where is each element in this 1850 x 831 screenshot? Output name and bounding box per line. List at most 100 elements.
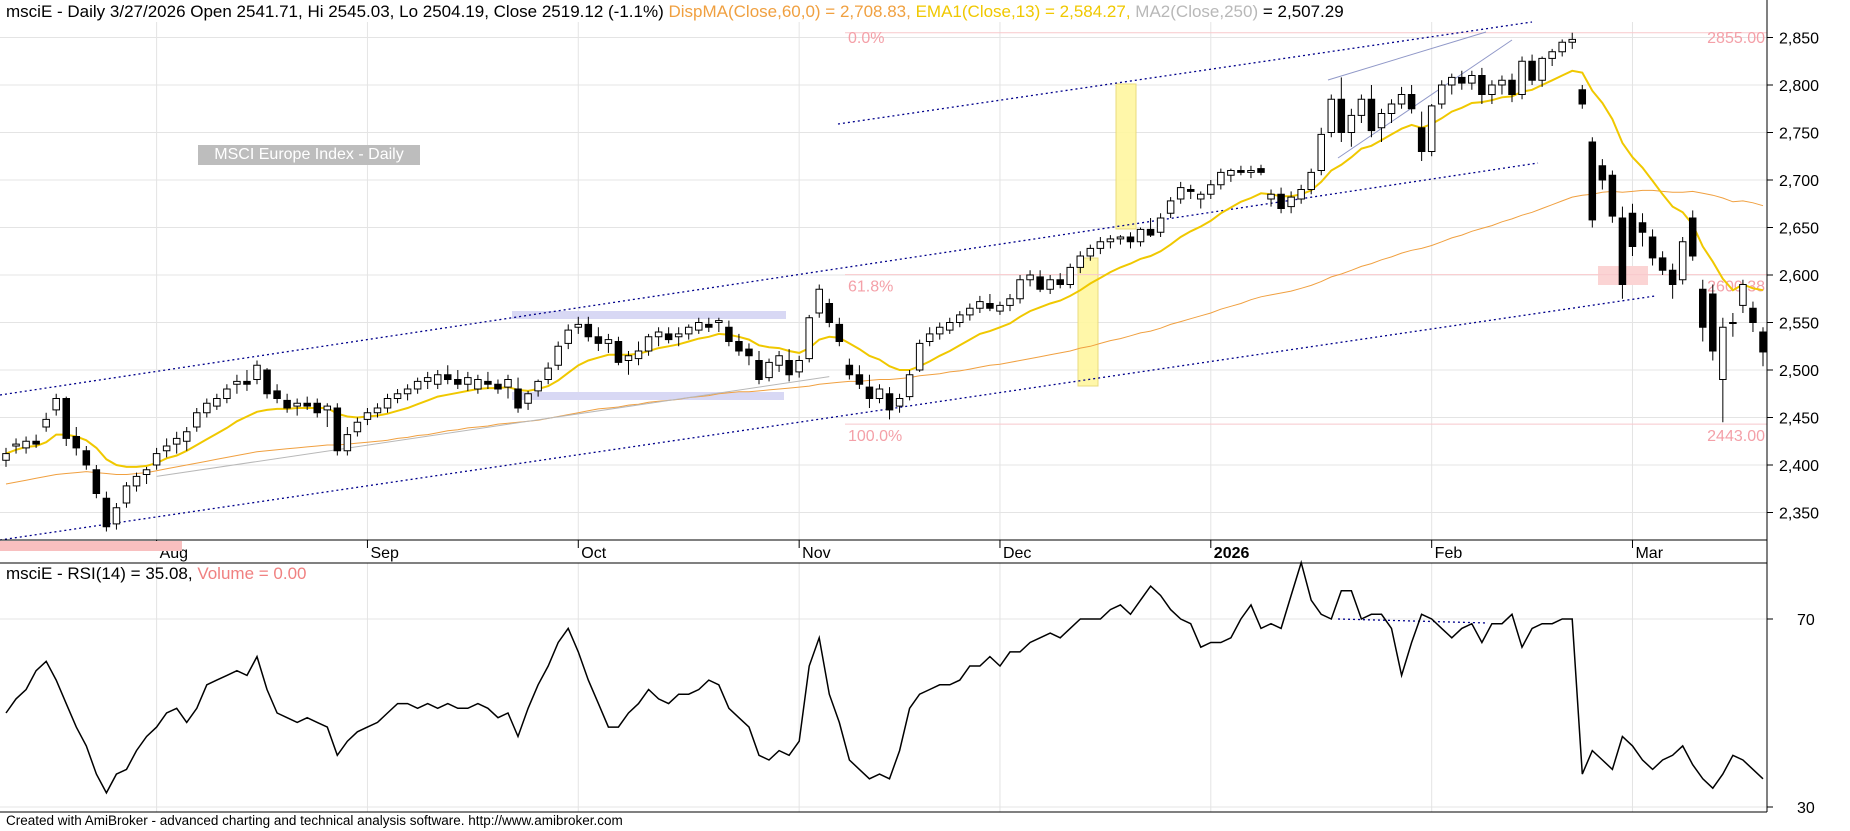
candle-body-up — [1207, 184, 1215, 195]
ema13-line — [5, 69, 1764, 468]
date-tick-label: 2026 — [1214, 545, 1250, 562]
price-tick-label: 2,450 — [1779, 411, 1819, 428]
highlight-zones — [512, 83, 1648, 400]
candle-body-up — [383, 398, 392, 409]
candle-body-up — [674, 333, 683, 338]
candle-body-down — [1749, 307, 1757, 323]
candle-body-up — [915, 342, 924, 371]
date-tick-label: Sep — [370, 545, 399, 562]
candle-body-down — [1528, 60, 1536, 81]
candle-body-down — [986, 303, 994, 309]
channel-top-line — [837, 21, 1533, 125]
candle-body-up — [1026, 274, 1034, 281]
date-tick-label: Nov — [802, 545, 830, 562]
candle-body-down — [845, 364, 854, 376]
candle-body-up — [1247, 170, 1255, 173]
ema13-legend: EMA1(Close,13) = 2,584.27, — [910, 2, 1131, 21]
candle-body-up — [795, 360, 803, 373]
candle-body-up — [895, 398, 904, 407]
candle-body-up — [534, 380, 542, 392]
candle-body-down — [705, 323, 713, 328]
candlestick-series — [2, 32, 1767, 532]
candle-body-down — [855, 374, 864, 385]
candle-body-down — [1588, 141, 1597, 221]
ma250-value: = 2,507.29 — [1258, 2, 1344, 21]
candle-body-up — [142, 469, 151, 475]
candle-body-down — [1036, 276, 1044, 290]
candle-body-up — [956, 314, 964, 323]
candle-body-up — [544, 367, 552, 381]
price-tick-label: 2,650 — [1779, 221, 1819, 238]
date-axis-marker — [0, 541, 182, 551]
candle-body-up — [42, 418, 50, 428]
candle-body-up — [1267, 193, 1275, 200]
candle-body-up — [433, 374, 442, 385]
candle-body-down — [1458, 76, 1466, 84]
candle-body-down — [283, 399, 291, 409]
candle-body-up — [1518, 60, 1526, 95]
candle-body-down — [1508, 79, 1516, 95]
rsi-panel — [5, 559, 1764, 795]
candle-body-up — [715, 320, 723, 324]
candle-body-up — [1498, 79, 1506, 86]
rsi-divergence-line — [1337, 618, 1489, 624]
candle-body-down — [243, 380, 251, 385]
candle-body-down — [835, 323, 844, 342]
candle-body-down — [62, 398, 70, 439]
candle-body-up — [946, 322, 954, 331]
candle-body-down — [1628, 212, 1637, 247]
price-panel-header: msciE - Daily 3/27/2026 Open 2541.71, Hi… — [6, 2, 1344, 22]
candle-body-up — [12, 443, 20, 447]
rsi-line — [5, 559, 1764, 795]
candle-body-up — [52, 398, 60, 411]
blue-zone — [512, 311, 786, 319]
fib-level-label: 61.8% — [848, 279, 893, 296]
date-tick-label: Mar — [1635, 545, 1663, 562]
candle-body-up — [423, 377, 432, 382]
rsi-panel-header: msciE - RSI(14) = 35.08, Volume = 0.00 — [6, 564, 306, 584]
candle-body-up — [293, 402, 301, 407]
candle-body-down — [584, 323, 593, 338]
candle-body-up — [162, 445, 171, 452]
candle-body-down — [594, 336, 603, 344]
candle-body-up — [695, 322, 703, 331]
price-tick-label: 2,700 — [1779, 173, 1819, 190]
candle-body-down — [1367, 98, 1376, 132]
candle-body-up — [132, 475, 141, 487]
candle-body-up — [1166, 200, 1175, 214]
yellow-zone — [1115, 83, 1137, 230]
channel-lower-line — [0, 295, 1656, 541]
volume-legend: Volume = 0.00 — [192, 564, 307, 583]
candle-body-up — [1568, 38, 1576, 43]
price-tick-label: 2,550 — [1779, 316, 1819, 333]
candle-body-down — [1638, 222, 1647, 233]
candle-body-down — [484, 380, 492, 385]
candle-body-down — [1337, 98, 1346, 133]
candle-body-up — [323, 405, 332, 411]
candle-body-down — [454, 379, 462, 385]
candle-body-down — [1407, 94, 1416, 110]
candle-body-up — [1016, 279, 1024, 300]
ma60-line — [5, 189, 1764, 485]
candle-body-up — [976, 301, 984, 309]
candle-body-up — [172, 437, 181, 445]
blue-zone — [512, 392, 784, 400]
date-tick-label: Feb — [1435, 545, 1463, 562]
candle-body-up — [474, 379, 482, 390]
candle-body-down — [1186, 189, 1195, 192]
candle-body-up — [524, 393, 532, 404]
candle-body-up — [1076, 255, 1085, 268]
fibonacci-levels: 0.0% 2855.00 61.8% 2600.38 100.0% 2443.00 — [845, 30, 1767, 445]
candle-body-up — [1397, 94, 1406, 105]
candle-body-down — [1668, 269, 1677, 285]
price-tick-label: 2,850 — [1779, 31, 1819, 48]
rsi-tick-label: 70 — [1797, 612, 1815, 629]
candle-body-down — [1277, 193, 1285, 209]
candle-body-down — [1658, 257, 1667, 271]
candle-body-up — [1678, 241, 1687, 281]
candle-body-up — [1377, 113, 1386, 129]
candle-body-up — [634, 350, 643, 360]
candle-body-up — [1347, 114, 1356, 134]
price-axis: 2,350 2,400 2,450 2,500 2,550 2,600 2,650 2,700… — [1767, 31, 1819, 817]
